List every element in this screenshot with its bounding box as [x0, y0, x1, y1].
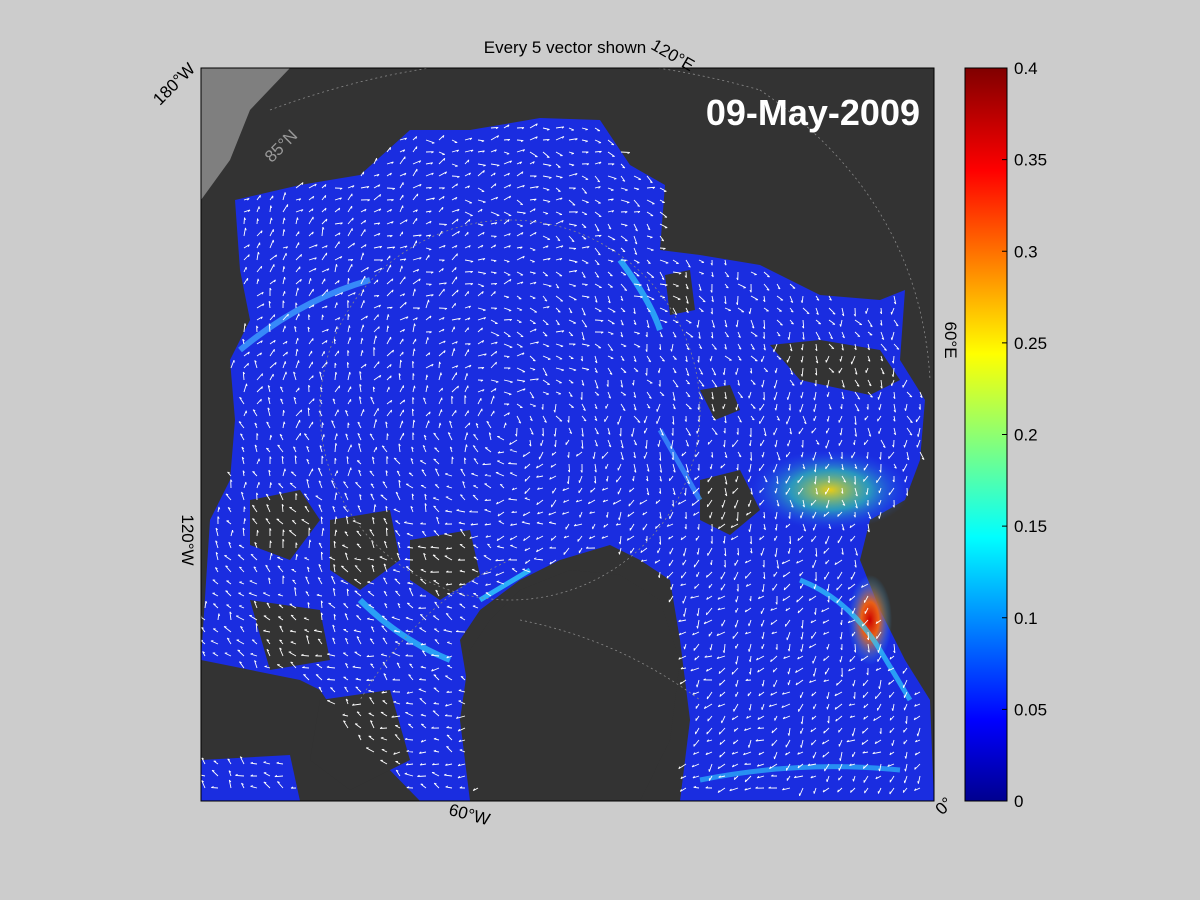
- novaya-zemlya: [770, 340, 900, 395]
- colorbar-tick-label: 0.3: [1014, 242, 1038, 261]
- archipelago-island: [410, 530, 480, 600]
- longitude-label-0: 0°: [932, 794, 957, 819]
- longitude-label-60e: 60°E: [941, 321, 960, 358]
- drift-streak: [357, 597, 452, 663]
- drift-streak: [617, 258, 663, 331]
- colorbar-tick-label: 0.2: [1014, 426, 1038, 445]
- drift-hotspot: [848, 575, 892, 665]
- longitude-label-60w: 60°W: [447, 800, 492, 829]
- graticule: [269, 68, 931, 701]
- map-panel: [201, 68, 934, 801]
- colorbar-tick-label: 0.35: [1014, 151, 1047, 170]
- date-label: 09-May-2009: [706, 92, 920, 133]
- figure-title: Every 5 vector shown: [484, 38, 647, 57]
- archipelago-island: [330, 510, 400, 590]
- drift-hotspot: [750, 450, 910, 530]
- colorbar: 0 0.05 0.1 0.15 0.2 0.25 0.3 0.35 0.4: [964, 59, 1047, 811]
- vector-arrows: [201, 123, 925, 797]
- map-frame: [200, 67, 935, 802]
- colorbar-tick-label: 0: [1014, 792, 1023, 811]
- colorbar-tick-label: 0.25: [1014, 334, 1047, 353]
- drift-streak: [478, 567, 532, 603]
- coastal-shelf: [201, 68, 290, 200]
- greenland-land: [460, 570, 680, 801]
- longitude-label-120w: 120°W: [178, 514, 197, 565]
- colorbar-tick-label: 0.4: [1014, 59, 1038, 78]
- drift-streak: [799, 577, 913, 702]
- longitude-label-180w: 180°W: [149, 59, 199, 109]
- colorbar-tick-label: 0.05: [1014, 700, 1047, 719]
- archipelago-island: [250, 600, 330, 670]
- colorbar-tick-label: 0.15: [1014, 517, 1047, 536]
- drift-streak: [699, 764, 901, 783]
- severnaya-zemlya: [665, 270, 695, 315]
- svalbard: [700, 470, 760, 535]
- sea-ice-strip: [201, 755, 300, 801]
- colorbar-tick-label: 0.1: [1014, 609, 1038, 628]
- drift-streak: [238, 277, 371, 353]
- ice-drift-vectors: [201, 123, 925, 797]
- franz-josef-land: [700, 385, 740, 420]
- colorbar-ticks: 0 0.05 0.1 0.15 0.2 0.25 0.3 0.35 0.4: [1002, 59, 1047, 811]
- drift-streak: [657, 428, 703, 502]
- colorbar-gradient: [964, 67, 1008, 802]
